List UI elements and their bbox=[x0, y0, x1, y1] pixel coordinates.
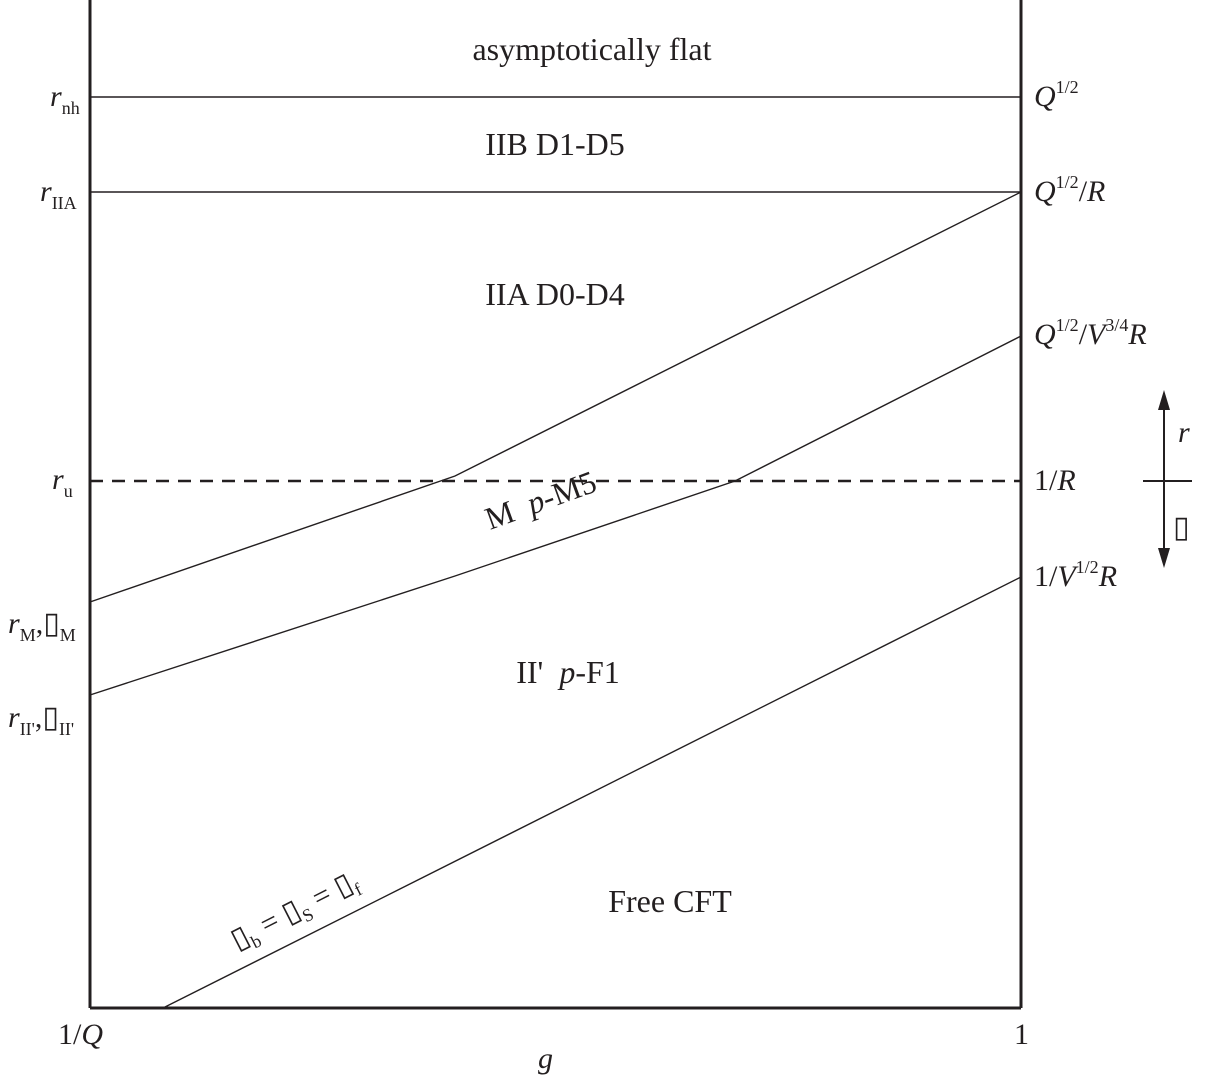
region-ii-prime-pf1: II' p-F1 bbox=[516, 654, 620, 690]
right-label-one-over-r: 1/R bbox=[1034, 464, 1076, 497]
region-free-cft: Free CFT bbox=[608, 883, 732, 919]
left-label-r-u: ru bbox=[52, 463, 73, 501]
region-m-pm5: M p-M5 bbox=[480, 463, 601, 536]
boundary-m-lower bbox=[89, 335, 1022, 696]
boundary-free-cft-label: ▯b = ▯S = ▯f bbox=[225, 863, 366, 960]
direction-indicator: r ▯ bbox=[1143, 390, 1192, 568]
left-label-r-nh: rnh bbox=[50, 80, 80, 118]
x-axis-label-g: g bbox=[538, 1042, 553, 1075]
arrow-down-label: ▯ bbox=[1173, 510, 1190, 545]
boundary-m-upper bbox=[89, 191, 1022, 603]
bottom-tick-one: 1 bbox=[1014, 1018, 1029, 1051]
arrow-up-head bbox=[1158, 390, 1170, 410]
region-iia-d0-d4: IIA D0-D4 bbox=[485, 276, 625, 312]
right-label-q-half-over-r: Q1/2/R bbox=[1034, 172, 1105, 208]
right-label-q-half: Q1/2 bbox=[1034, 77, 1079, 113]
left-label-r-iiprime: rII',▯II' bbox=[8, 700, 74, 739]
left-label-r-iia: rIIA bbox=[40, 175, 77, 213]
region-asymptotically-flat: asymptotically flat bbox=[472, 31, 711, 67]
left-label-r-m: rM,▯M bbox=[8, 606, 76, 645]
bottom-tick-one-over-q: 1/Q bbox=[58, 1018, 103, 1051]
region-iib-d1-d5: IIB D1-D5 bbox=[485, 126, 625, 162]
right-label-q-half-over-v-r: Q1/2/V3/4R bbox=[1034, 315, 1147, 351]
right-label-one-over-v-r: 1/V1/2R bbox=[1034, 557, 1117, 593]
boundary-free-cft bbox=[162, 576, 1022, 1009]
arrow-up-label-r: r bbox=[1178, 416, 1190, 449]
arrow-down-head bbox=[1158, 548, 1170, 568]
